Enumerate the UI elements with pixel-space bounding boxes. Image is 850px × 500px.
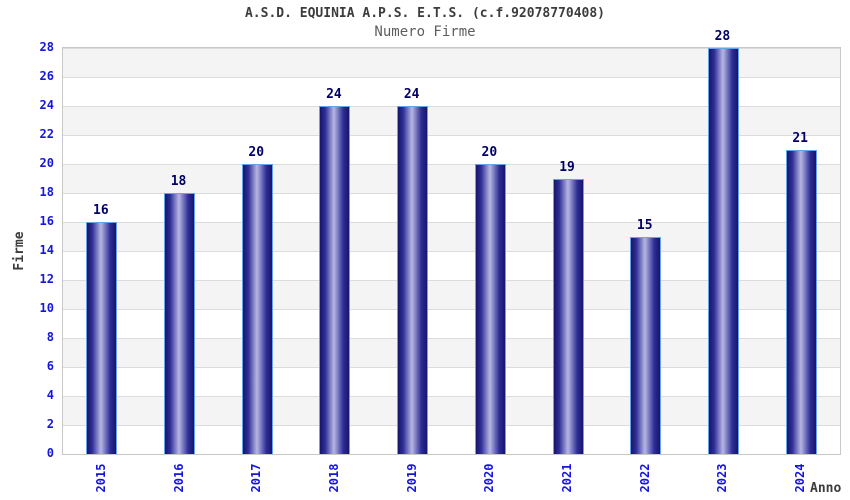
- bar-value-label: 21: [792, 130, 808, 146]
- y-tick-label: 22: [39, 127, 54, 141]
- y-tick-label: 10: [39, 301, 54, 315]
- x-axis-title: Anno: [810, 481, 842, 496]
- x-tick-label: 2017: [249, 463, 264, 493]
- bar: [241, 164, 273, 454]
- bar: [630, 236, 662, 454]
- bar-value-label: 24: [403, 87, 420, 102]
- x-tick-label: 2019: [404, 463, 419, 493]
- x-tick-label: 2023: [715, 463, 730, 493]
- bar-value-label: 19: [559, 159, 575, 175]
- bar: [785, 149, 817, 454]
- x-tick-label: 2015: [93, 463, 108, 493]
- bar-value-label: 15: [636, 217, 653, 233]
- y-tick-label: 14: [39, 243, 54, 257]
- y-tick-label: 12: [39, 272, 54, 286]
- y-tick-label: 24: [39, 98, 54, 112]
- chart-subtitle: Numero Firme: [374, 24, 476, 40]
- bar-value-label: 16: [93, 203, 109, 218]
- bar: [707, 48, 739, 454]
- bar-value-label: 18: [170, 174, 187, 189]
- plot-area: [62, 47, 841, 455]
- y-tick-label: 16: [39, 214, 54, 228]
- y-tick-label: 0: [46, 446, 54, 460]
- bar-value-label: 28: [714, 29, 731, 44]
- bar: [474, 164, 506, 454]
- bar: [552, 178, 584, 454]
- y-tick-label: 8: [46, 330, 54, 344]
- y-tick-label: 26: [39, 69, 54, 83]
- x-tick-label: 2024: [793, 463, 808, 493]
- bar: [164, 193, 196, 454]
- bar: [319, 106, 351, 454]
- chart-title: A.S.D. EQUINIA A.P.S. E.T.S. (c.f.920787…: [244, 6, 606, 21]
- y-tick-label: 28: [39, 40, 54, 54]
- x-tick-label: 2016: [171, 463, 186, 493]
- x-tick-label: 2022: [637, 463, 652, 493]
- bar: [397, 106, 429, 454]
- x-tick-label: 2020: [482, 463, 497, 493]
- bar-value-label: 20: [481, 145, 498, 160]
- y-tick-label: 2: [46, 417, 54, 431]
- y-tick-label: 6: [46, 359, 54, 373]
- bar: [86, 222, 118, 454]
- y-tick-label: 18: [39, 185, 54, 199]
- y-tick-label: 4: [46, 388, 54, 402]
- bar-value-label: 24: [326, 87, 342, 102]
- x-tick-label: 2021: [560, 463, 575, 493]
- x-tick-label: 2018: [326, 463, 341, 493]
- y-tick-label: 20: [39, 156, 54, 170]
- bar-value-label: 20: [248, 145, 265, 160]
